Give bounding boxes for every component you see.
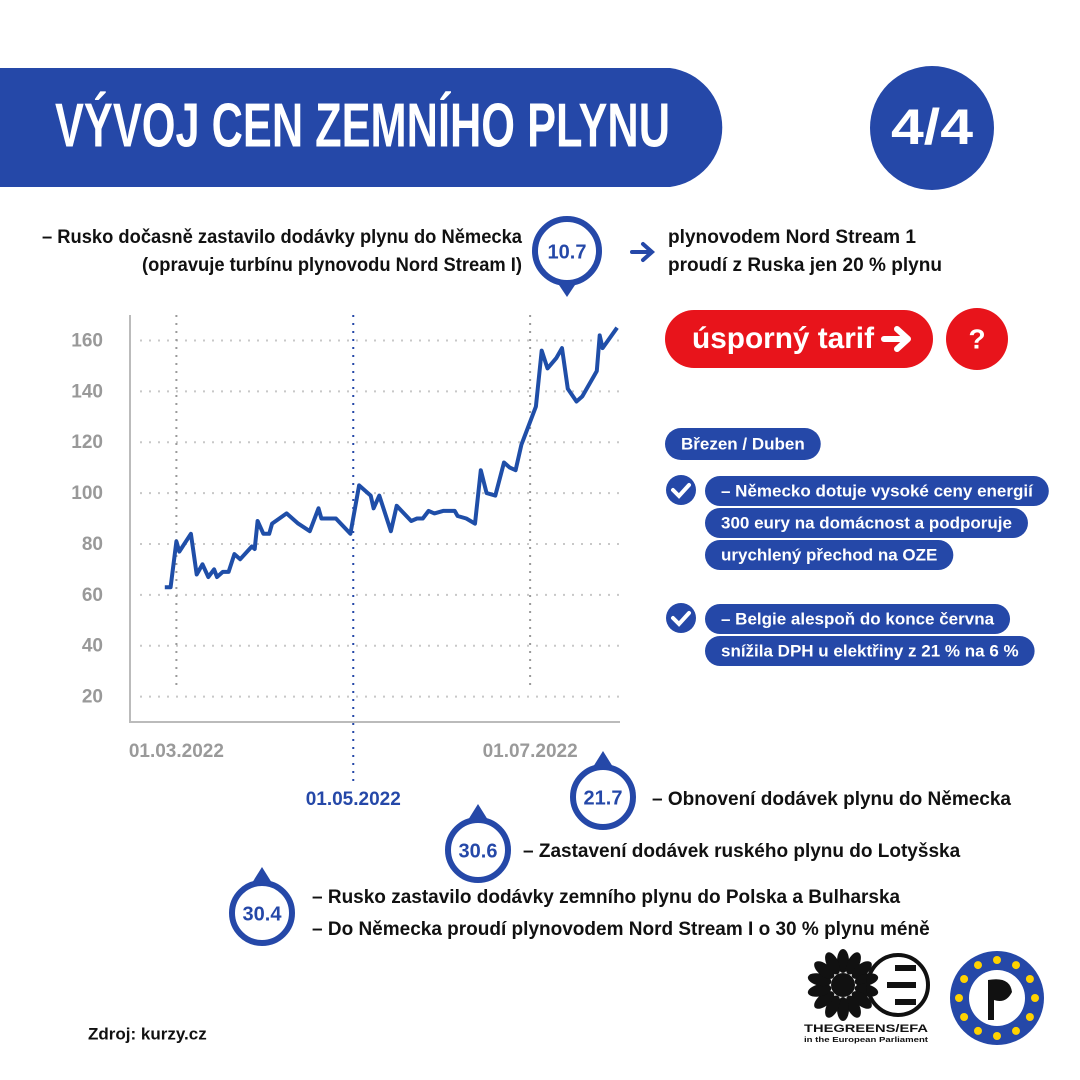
star: [1025, 975, 1034, 983]
star: [955, 994, 963, 1002]
check-icon: [666, 603, 696, 633]
title: VÝVOJ CEN ZEMNÍHO PLYNU: [55, 91, 670, 160]
event-text: – Zastavení dodávek ruského plynu do Lot…: [523, 841, 961, 862]
bubble-date: 21.7: [584, 787, 623, 809]
star: [1025, 1013, 1034, 1021]
greens-name: THEGREENS/EFA: [804, 1023, 928, 1035]
petal: [837, 949, 849, 973]
measures: Březen / Duben – Německo dotuje vysoké ce…: [665, 428, 1049, 666]
pill: [705, 604, 1011, 634]
petal: [825, 952, 841, 975]
bubble-date: 30.6: [459, 840, 498, 862]
title-banner: [0, 68, 723, 187]
y-tick-label: 40: [82, 636, 103, 657]
petal: [851, 991, 872, 1009]
petal: [845, 952, 861, 975]
petal: [814, 991, 835, 1009]
pill: [705, 540, 954, 570]
greens-sub: in the European Parliament: [804, 1037, 929, 1044]
pill: [705, 508, 1028, 538]
pill: [665, 428, 821, 460]
price-line: [164, 326, 619, 590]
y-tick-label: 140: [71, 381, 103, 402]
star: [1031, 994, 1039, 1002]
page-number: 4/4: [891, 99, 973, 155]
date-bubble: [445, 817, 511, 883]
help-button[interactable]: [946, 308, 1008, 370]
y-tick-label: 120: [71, 432, 103, 453]
x-tick-label: 01.07.2022: [483, 741, 578, 762]
note-text: proudí z Ruska jen 20 % plynu: [668, 255, 942, 276]
star: [993, 1032, 1001, 1040]
bubble-date: 30.4: [243, 903, 283, 925]
star: [974, 961, 982, 970]
y-tick-label: 20: [82, 687, 103, 708]
arrow: [630, 242, 656, 262]
petal: [851, 961, 872, 979]
event-text: – Do Německa proudí plynovodem Nord Stre…: [312, 919, 930, 940]
event-text: – Obnovení dodávek plynu do Německa: [652, 789, 1011, 810]
pirate-logo: [950, 951, 1044, 1045]
pill: [705, 476, 1049, 506]
star: [974, 1026, 982, 1035]
petal: [825, 995, 841, 1018]
x-tick-label: 01.03.2022: [129, 741, 224, 762]
pill-text: Březen / Duben: [681, 434, 805, 453]
check-mark: [671, 483, 691, 499]
date-bubble: [570, 764, 636, 830]
button-label[interactable]: úsporný tarif: [692, 322, 875, 355]
petal: [837, 997, 849, 1021]
star: [1012, 1026, 1020, 1035]
y-tick-label: 100: [71, 483, 103, 504]
event-text: – Rusko zastavilo dodávky zemního plynu …: [312, 887, 901, 908]
star: [960, 1013, 969, 1021]
pill-text: – Německo dotuje vysoké ceny energií: [721, 481, 1034, 500]
events: 21.7 – Obnovení dodávek plynu do Německa 3…: [229, 751, 1011, 946]
petal: [845, 995, 861, 1018]
pill-text: urychlený přechod na OZE: [721, 545, 937, 564]
bubble-pointer: [557, 282, 577, 297]
pill-text: – Belgie alespoň do konce června: [721, 609, 995, 628]
petal: [814, 961, 835, 979]
petal: [807, 983, 832, 997]
pill: [705, 636, 1035, 666]
star: [993, 956, 1001, 964]
y-tick-label: 60: [82, 585, 103, 606]
button-arrow: [881, 326, 911, 352]
note-text: – Rusko dočasně zastavilo dodávky plynu …: [42, 227, 522, 248]
help-label[interactable]: ?: [968, 323, 985, 354]
bubble-pointer: [468, 804, 488, 820]
greens-logo: THEGREENS/EFA in the European Parliament: [804, 949, 930, 1044]
bubble-pointer: [593, 751, 613, 767]
source: Zdroj: kurzy.cz: [88, 1024, 207, 1043]
pill-text: 300 eury na domácnost a podporuje: [721, 513, 1012, 532]
page-badge: [870, 66, 994, 190]
chart: 20 40 60 80 100 120 140 160 01.03.2022 01.05.2022…: [71, 315, 620, 810]
petal: [854, 973, 879, 987]
check-icon: [666, 475, 696, 505]
date-bubble: [229, 880, 295, 946]
check-mark: [671, 611, 691, 627]
axis: [129, 315, 620, 723]
pill-text: snížila DPH u elektřiny z 21 % na 6 %: [721, 641, 1019, 660]
x-tick-label: 01.05.2022: [306, 789, 401, 810]
star: [960, 975, 969, 983]
bubble-date: 10.7: [548, 241, 587, 263]
note-text: (opravuje turbínu plynovodu Nord Stream …: [142, 255, 522, 276]
tariff-button[interactable]: [665, 310, 933, 368]
date-bubble: [532, 216, 602, 286]
y-tick-label: 80: [82, 534, 103, 555]
y-tick-label: 160: [71, 330, 103, 351]
bubble-pointer: [252, 867, 272, 883]
note-text: plynovodem Nord Stream 1: [668, 227, 916, 248]
star: [1012, 961, 1020, 970]
